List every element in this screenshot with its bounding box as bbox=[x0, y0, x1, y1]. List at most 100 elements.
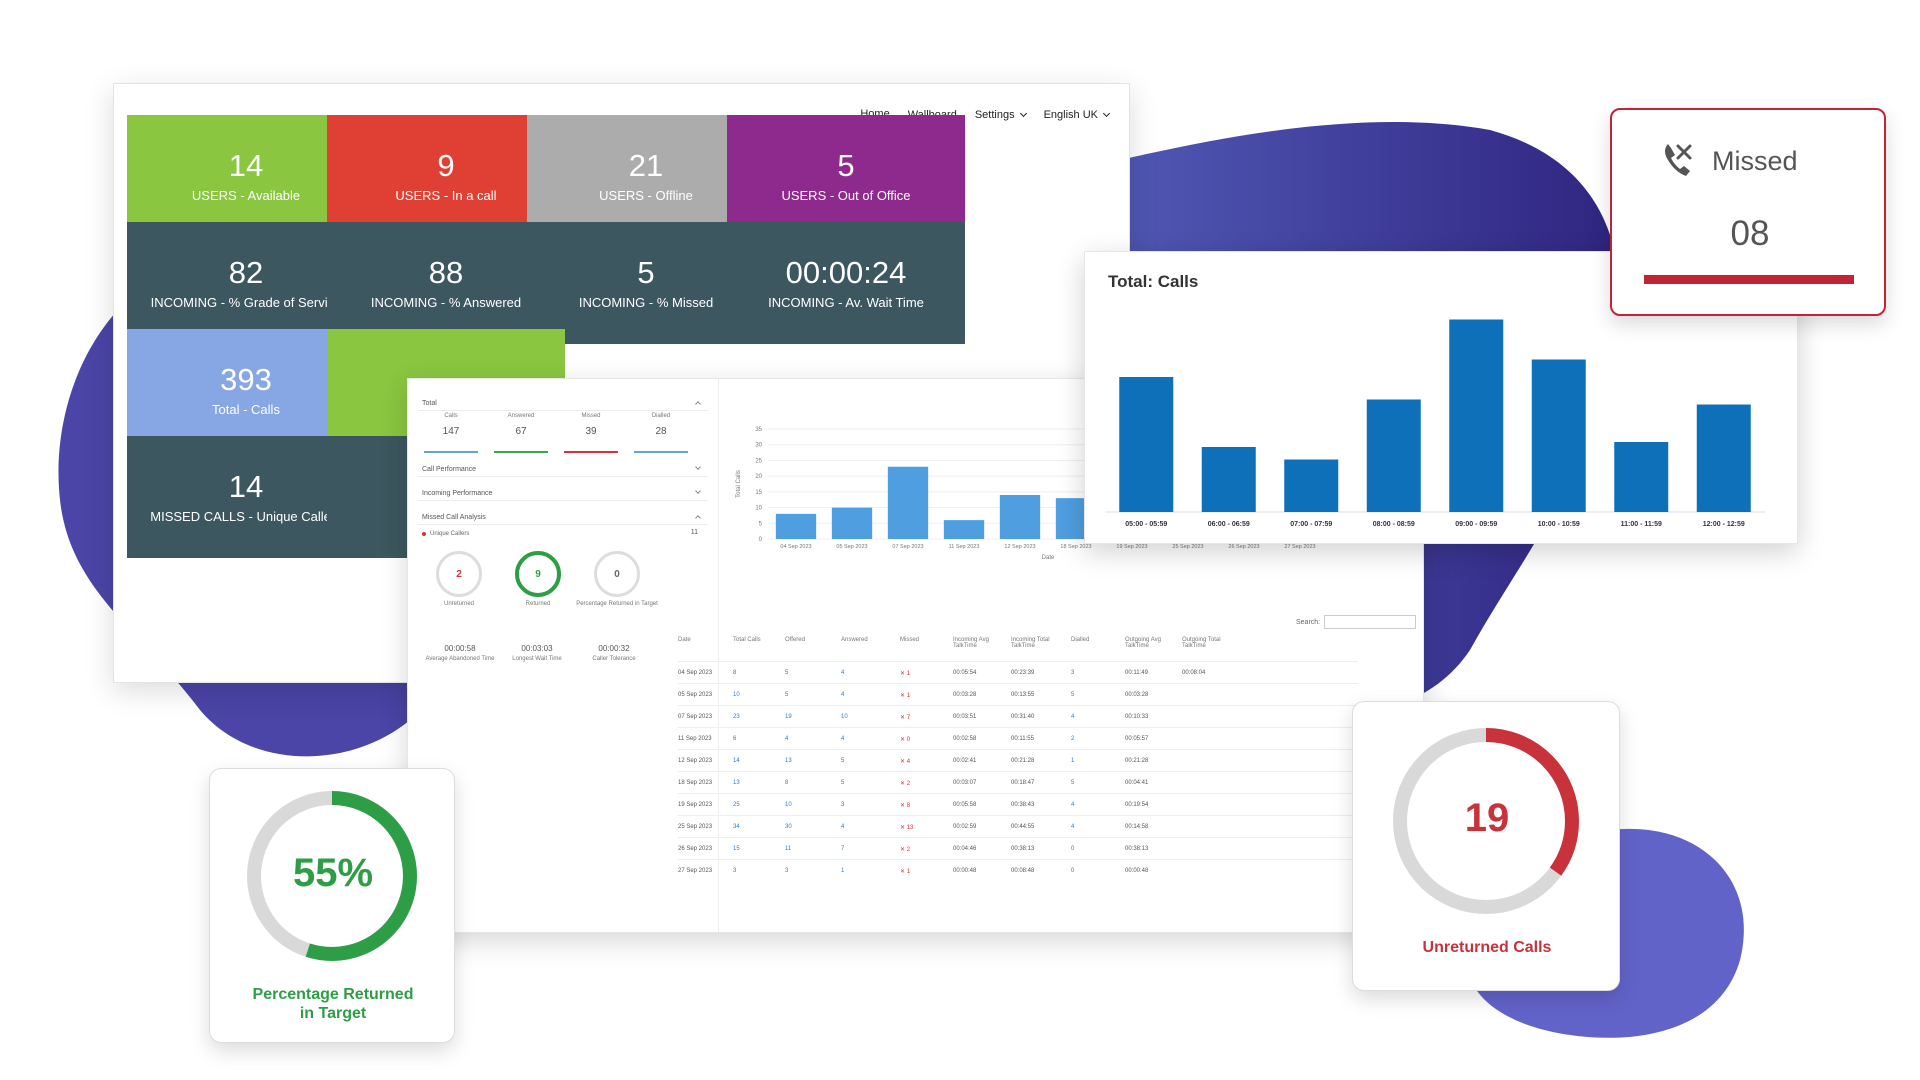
tile-8[interactable]: 393 Total - Calls bbox=[127, 329, 365, 451]
tile-2[interactable]: 21 USERS - Offline bbox=[527, 115, 765, 237]
metric-label: Answered bbox=[507, 413, 535, 419]
tile-3[interactable]: 5 USERS - Out of Office bbox=[727, 115, 965, 237]
table-cell: 25 Sep 2023 bbox=[678, 824, 713, 830]
bar[interactable] bbox=[1449, 319, 1504, 513]
table-header[interactable]: Offered bbox=[785, 637, 805, 643]
table-header[interactable]: Total Calls bbox=[733, 637, 761, 643]
tile-7[interactable]: 00:00:24 INCOMING - Av. Wait Time bbox=[727, 222, 965, 344]
table-cell: 2 bbox=[1071, 736, 1075, 742]
table-cell: 00:11:49 bbox=[1125, 670, 1148, 676]
table-row[interactable]: 04 Sep 2023 8 5 4 ✕ 1 00:05:54 00:23:39 3 00:11:… bbox=[678, 661, 1358, 683]
table-row[interactable]: 07 Sep 2023 23 19 10 ✕ 7 00:03:51 00:31:40 4 00:… bbox=[678, 705, 1358, 727]
bar[interactable] bbox=[1366, 399, 1421, 513]
call-performance-header[interactable]: Call Performance bbox=[418, 463, 708, 477]
table-cell: ✕ 8 bbox=[900, 803, 911, 809]
table-cell: ✕ 4 bbox=[900, 759, 911, 765]
bar[interactable] bbox=[1119, 377, 1174, 512]
table-header[interactable]: Outgoing Total TalkTime bbox=[1182, 637, 1221, 649]
ring-2: 0 bbox=[594, 551, 640, 597]
metric-missed[interactable]: Missed 39 bbox=[560, 413, 622, 453]
chevron-up-icon bbox=[695, 515, 701, 521]
metric-underline bbox=[494, 451, 548, 453]
table-cell: 5 bbox=[785, 692, 789, 698]
nav-settings[interactable]: Settings bbox=[974, 108, 1027, 126]
table-cell: 00:21:28 bbox=[1125, 758, 1149, 764]
tile-label: INCOMING - Av. Wait Time bbox=[768, 295, 924, 311]
table-cell: 10 bbox=[733, 692, 740, 698]
table-header[interactable]: Incoming Total TalkTime bbox=[1011, 637, 1050, 649]
tile-label: USERS - Available bbox=[191, 188, 301, 204]
chevron-down-icon bbox=[1102, 109, 1111, 118]
tile-value: 88 bbox=[428, 254, 464, 290]
table-row[interactable]: 25 Sep 2023 34 30 4 ✕ 13 00:02:59 00:44:55 4 00:… bbox=[678, 815, 1358, 837]
missed-call-analysis-label: Missed Call Analysis bbox=[422, 514, 486, 521]
missed-call-analysis-header[interactable]: Missed Call Analysis bbox=[418, 511, 708, 525]
x-tick-label: 07 Sep 2023 bbox=[892, 544, 923, 550]
time-value: 00:00:32 bbox=[598, 644, 630, 653]
bar[interactable] bbox=[1531, 359, 1586, 513]
table-row[interactable]: 19 Sep 2023 25 10 3 ✕ 8 00:05:58 00:38:43 4 00:1… bbox=[678, 793, 1358, 815]
nav-language[interactable]: English UK bbox=[1044, 108, 1111, 126]
metric-answered[interactable]: Answered 67 bbox=[490, 413, 552, 453]
ring-0: 2 bbox=[436, 551, 482, 597]
table-cell: 34 bbox=[733, 824, 740, 830]
bar[interactable] bbox=[1696, 404, 1751, 513]
metric-value: 28 bbox=[655, 426, 667, 437]
search-input[interactable] bbox=[1324, 615, 1417, 629]
table-header[interactable]: Incoming Avg TalkTime bbox=[953, 637, 989, 649]
table-row[interactable]: 12 Sep 2023 14 13 5 ✕ 4 00:02:41 00:21:28 1 00:2… bbox=[678, 749, 1358, 771]
tile-9[interactable]: 14 MISSED CALLS - Unique Callers bbox=[127, 436, 365, 558]
table-cell: 4 bbox=[1071, 802, 1075, 808]
tile-5[interactable]: 88 INCOMING - % Answered bbox=[327, 222, 565, 344]
table-header[interactable]: Outgoing Avg TalkTime bbox=[1125, 637, 1161, 649]
time-label: Average Abandoned Time bbox=[425, 656, 495, 662]
table-row[interactable]: 18 Sep 2023 13 8 5 ✕ 2 00:03:07 00:18:47 5 00:04… bbox=[678, 771, 1358, 793]
y-tick-label: 15 bbox=[755, 490, 762, 496]
table-cell: 00:00:48 bbox=[1125, 868, 1149, 874]
table-cell: 00:08:04 bbox=[1182, 670, 1206, 676]
table-cell: 3 bbox=[785, 868, 789, 874]
table-cell: ✕ 2 bbox=[900, 847, 911, 853]
table-cell: 00:08:48 bbox=[1011, 868, 1035, 874]
tile-1[interactable]: 9 USERS - In a call bbox=[327, 115, 565, 237]
bar[interactable] bbox=[943, 520, 985, 539]
bar[interactable] bbox=[775, 513, 817, 539]
chevron-down-icon bbox=[695, 488, 701, 494]
tile-0[interactable]: 14 USERS - Available bbox=[127, 115, 365, 237]
tile-6[interactable]: 5 INCOMING - % Missed bbox=[527, 222, 765, 344]
unreturned-calls-caption: Unreturned Calls bbox=[1422, 939, 1552, 956]
metric-calls[interactable]: Calls 147 bbox=[420, 413, 482, 453]
total-section-header[interactable]: Total bbox=[418, 397, 708, 411]
bar[interactable] bbox=[1284, 459, 1339, 513]
table-row[interactable]: 26 Sep 2023 15 11 7 ✕ 2 00:04:46 00:38:13 0 00:3… bbox=[678, 837, 1358, 859]
bar[interactable] bbox=[887, 466, 929, 539]
bar[interactable] bbox=[999, 495, 1041, 539]
x-tick-label: 10:00 - 10:59 bbox=[1538, 521, 1580, 528]
y-axis-label: Total Calls bbox=[736, 470, 742, 498]
nav-settings-label: Settings bbox=[974, 109, 1015, 121]
table-row[interactable]: 27 Sep 2023 3 3 1 ✕ 1 00:00:48 00:08:48 0 00:00:… bbox=[678, 859, 1358, 881]
bar[interactable] bbox=[1614, 442, 1669, 512]
ring-value: 9 bbox=[535, 568, 541, 580]
bar[interactable] bbox=[831, 507, 873, 539]
chevron-down-icon bbox=[1019, 109, 1027, 118]
table-header[interactable]: Missed bbox=[900, 637, 920, 643]
table-cell: 00:31:40 bbox=[1011, 714, 1035, 720]
table-row[interactable]: 05 Sep 2023 10 5 4 ✕ 1 00:03:28 00:13:55 5 00:03… bbox=[678, 683, 1358, 705]
x-tick-label: 27 Sep 2023 bbox=[1284, 544, 1315, 550]
tile-4[interactable]: 82 INCOMING - % Grade of Service bbox=[127, 222, 365, 344]
table-header[interactable]: Date bbox=[678, 637, 691, 643]
table-cell: 19 bbox=[785, 714, 792, 720]
table-header[interactable]: Answered bbox=[841, 637, 868, 643]
table-cell: 4 bbox=[841, 736, 845, 742]
metric-dialled[interactable]: Dialled 28 bbox=[630, 413, 692, 453]
percentage-returned-value: 55% bbox=[292, 851, 374, 895]
table-cell: 27 Sep 2023 bbox=[678, 868, 713, 874]
table-row[interactable]: 11 Sep 2023 6 4 4 ✕ 0 00:02:58 00:11:55 2 00:05:… bbox=[678, 727, 1358, 749]
incoming-performance-header[interactable]: Incoming Performance bbox=[418, 487, 708, 501]
x-tick-label: 11:00 - 11:59 bbox=[1621, 521, 1662, 528]
metric-label: Missed bbox=[581, 413, 601, 419]
table-header[interactable]: Dialled bbox=[1071, 637, 1090, 643]
bar[interactable] bbox=[1201, 447, 1256, 512]
